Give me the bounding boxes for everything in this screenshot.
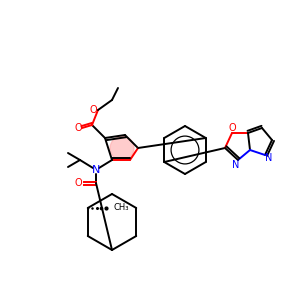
Text: O: O	[228, 123, 236, 133]
Circle shape	[110, 136, 134, 160]
Text: N: N	[265, 153, 273, 163]
Text: N: N	[232, 160, 240, 170]
Text: N: N	[92, 165, 100, 175]
Text: O: O	[74, 123, 82, 133]
Text: O: O	[89, 105, 97, 115]
Text: O: O	[74, 178, 82, 188]
Text: CH₃: CH₃	[114, 203, 129, 212]
